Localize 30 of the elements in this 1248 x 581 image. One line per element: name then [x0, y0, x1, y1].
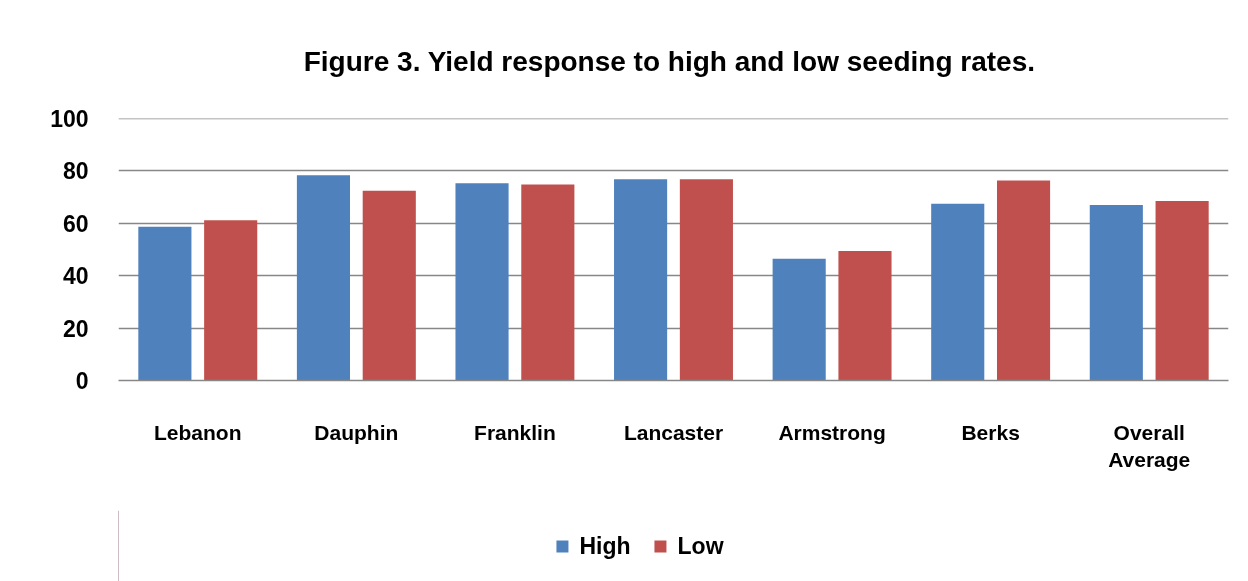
bar [614, 179, 668, 381]
bar [679, 179, 733, 381]
x-tick-label: Overall Average [1108, 420, 1191, 472]
bar [931, 203, 985, 381]
bar [455, 183, 509, 381]
bar [772, 258, 826, 381]
x-tick-label: Lebanon [154, 420, 242, 444]
bar [296, 175, 351, 381]
y-tick-label: 20 [62, 315, 89, 342]
y-tick-label: 40 [62, 263, 89, 290]
legend-label: High [579, 532, 631, 559]
bar [138, 226, 192, 381]
bar [362, 190, 416, 381]
x-tick-label: Lancaster [623, 420, 724, 444]
y-tick-label: 60 [62, 210, 89, 237]
x-tick-label: Franklin [474, 420, 556, 444]
bar [1089, 204, 1143, 381]
y-tick-label: 100 [50, 106, 89, 132]
bar [996, 180, 1051, 381]
bar [1155, 201, 1209, 381]
bar [204, 220, 258, 381]
y-tick-label: 0 [75, 368, 89, 394]
x-tick-label: Berks [961, 420, 1020, 444]
x-tick-label: Dauphin [314, 420, 399, 444]
x-tick-label: Armstrong [778, 420, 886, 444]
legend-label: Low [677, 532, 724, 559]
y-tick-label: 80 [62, 158, 89, 185]
bar [838, 251, 892, 381]
bar [521, 184, 575, 381]
chart-title: Figure 3. Yield response to high and low seeding rates. [303, 45, 1035, 77]
